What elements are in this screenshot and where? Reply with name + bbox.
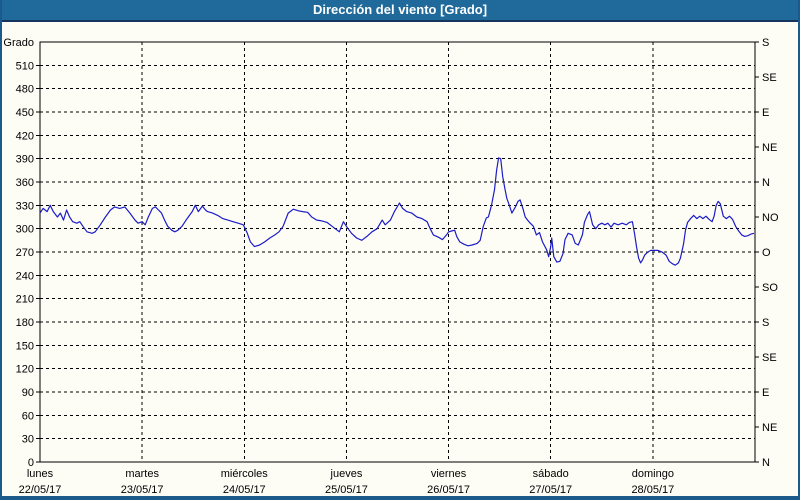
compass-tick-label: SE xyxy=(762,352,777,364)
wind-direction-line xyxy=(39,157,755,266)
y-axis-title: Grado xyxy=(3,37,34,49)
day-name-label: martes xyxy=(125,468,159,480)
y-tick-label: 120 xyxy=(16,364,34,376)
compass-tick-label: S xyxy=(762,317,769,329)
y-tick-label: 150 xyxy=(16,340,34,352)
y-tick-label: 210 xyxy=(16,294,34,306)
y-tick-label: 240 xyxy=(16,270,34,282)
y-tick-label: 30 xyxy=(22,434,34,446)
day-name-label: lunes xyxy=(27,468,54,480)
y-tick-label: 360 xyxy=(16,177,34,189)
y-tick-label: 420 xyxy=(16,130,34,142)
y-tick-label: 300 xyxy=(16,224,34,236)
day-date-label: 28/05/17 xyxy=(631,484,674,496)
y-tick-label: 180 xyxy=(16,317,34,329)
compass-tick-label: NO xyxy=(762,212,779,224)
compass-tick-label: N xyxy=(762,177,770,189)
day-date-label: 26/05/17 xyxy=(427,484,470,496)
chart-title: Dirección del viento [Grado] xyxy=(312,2,488,17)
compass-tick-label: N xyxy=(762,457,770,469)
title-bar: Dirección del viento [Grado] xyxy=(2,0,798,22)
day-name-label: miércoles xyxy=(221,468,269,480)
day-date-label: 24/05/17 xyxy=(223,484,266,496)
y-tick-label: 480 xyxy=(16,84,34,96)
compass-tick-label: E xyxy=(762,107,769,119)
day-date-label: 27/05/17 xyxy=(529,484,572,496)
plot-border xyxy=(39,41,756,463)
y-tick-label: 450 xyxy=(16,107,34,119)
y-tick-label: 510 xyxy=(16,60,34,72)
compass-tick-label: S xyxy=(762,37,769,49)
day-name-label: viernes xyxy=(431,468,467,480)
compass-tick-label: NE xyxy=(762,422,777,434)
day-name-label: jueves xyxy=(330,468,363,480)
y-tick-label: 60 xyxy=(22,410,34,422)
y-tick-label: 270 xyxy=(16,247,34,259)
compass-tick-label: O xyxy=(762,247,771,259)
y-tick-label: 90 xyxy=(22,387,34,399)
day-date-label: 23/05/17 xyxy=(121,484,164,496)
day-date-label: 22/05/17 xyxy=(19,484,62,496)
day-name-label: domingo xyxy=(632,468,674,480)
wind-direction-chart: 0 30 60 90 120 150 180 210 240 270 300 330 360 390 420… xyxy=(2,22,798,496)
chart-canvas: 0 30 60 90 120 150 180 210 240 270 300 330 360 390 420… xyxy=(3,37,779,496)
y-tick-label: 0 xyxy=(28,457,34,469)
compass-tick-label: NE xyxy=(762,142,777,154)
y-tick-label: 330 xyxy=(16,200,34,212)
compass-tick-label: SE xyxy=(762,72,777,84)
day-name-label: sábado xyxy=(533,468,569,480)
compass-tick-label: E xyxy=(762,387,769,399)
y-tick-label: 390 xyxy=(16,154,34,166)
day-date-label: 25/05/17 xyxy=(325,484,368,496)
compass-tick-label: SO xyxy=(762,282,778,294)
